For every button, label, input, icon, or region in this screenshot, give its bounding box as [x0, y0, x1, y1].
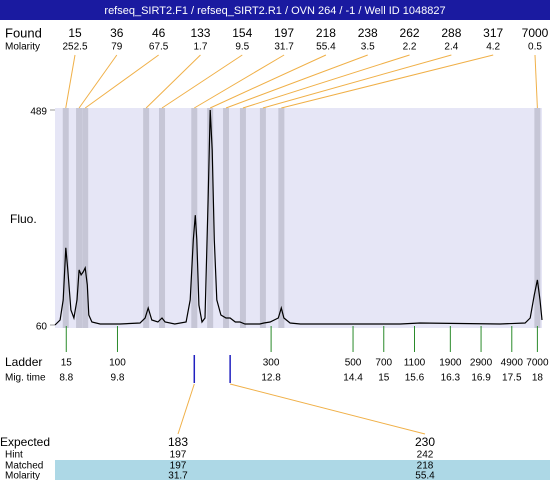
title: refseq_SIRT2.F1 / refseq_SIRT2.R1 / OVN …	[104, 5, 445, 17]
ladder-size: 15	[61, 358, 73, 369]
peak-band	[239, 108, 246, 328]
peak-band	[223, 108, 230, 328]
found-molarity: 3.5	[361, 42, 375, 53]
y-label: Fluo.	[10, 212, 37, 226]
plot-area	[55, 108, 542, 328]
found-molarity: 31.7	[274, 42, 294, 53]
ladder-time: 18	[532, 373, 544, 384]
found-size: 133	[190, 26, 210, 40]
found-size: 317	[483, 26, 503, 40]
found-size: 197	[274, 26, 294, 40]
ladder-time: 17.5	[502, 373, 522, 384]
found-connector	[209, 54, 327, 109]
hint-size: 242	[417, 450, 434, 461]
matched-molarity: 55.4	[415, 471, 435, 480]
expected-size: 183	[168, 435, 188, 449]
found-connector	[262, 54, 452, 109]
matched-label: Matched	[5, 461, 43, 472]
found-size: 15	[68, 26, 82, 40]
found-size: 262	[400, 26, 420, 40]
ladder-time: 15.6	[405, 373, 425, 384]
found-molarity: 2.2	[403, 42, 417, 53]
expected-connector	[177, 383, 195, 435]
found-size: 238	[358, 26, 378, 40]
found-molarity: 0.5	[528, 42, 542, 53]
found-connector	[78, 54, 118, 109]
found-label: Found	[5, 25, 42, 40]
peak-band	[534, 108, 541, 328]
ladder-size: 4900	[501, 358, 524, 369]
y-tick-label: 489	[30, 107, 47, 118]
peak-band	[82, 108, 89, 328]
expected-label: Expected	[0, 435, 50, 449]
found-size: 154	[232, 26, 252, 40]
ladder-time: 15	[378, 373, 390, 384]
found-molarity: 9.5	[235, 42, 249, 53]
peak-band	[259, 108, 266, 328]
peak-band	[207, 108, 214, 328]
peak-band	[191, 108, 198, 328]
peak-band	[76, 108, 83, 328]
matched-rows-bg	[55, 460, 550, 480]
ladder-size: 7000	[526, 358, 549, 369]
found-connector	[65, 54, 76, 109]
peak-band	[143, 108, 150, 328]
found-molarity: 55.4	[316, 42, 336, 53]
found-connector	[84, 54, 159, 109]
expected-connector	[230, 383, 426, 435]
found-size: 288	[441, 26, 461, 40]
ladder-time: 16.9	[471, 373, 491, 384]
ladder-size: 500	[345, 358, 362, 369]
y-tick-label: 60	[36, 322, 48, 333]
found-connector	[534, 54, 538, 109]
found-molarity: 67.5	[149, 42, 169, 53]
mig-time-label: Mig. time	[5, 373, 46, 384]
title-bar	[0, 0, 550, 20]
trace	[54, 109, 543, 326]
found-size: 46	[152, 26, 166, 40]
found-size: 7000	[522, 26, 549, 40]
expected-size: 230	[415, 435, 435, 449]
peak-band	[278, 108, 285, 328]
matched-molarity: 31.7	[168, 471, 188, 480]
found-connector	[242, 54, 410, 109]
found-connector	[161, 54, 243, 109]
found-connector	[145, 54, 201, 109]
found-molarity: 2.4	[444, 42, 458, 53]
found-size: 218	[316, 26, 336, 40]
matched-size: 218	[417, 461, 434, 472]
hint-size: 197	[170, 450, 187, 461]
found-connector	[281, 54, 494, 109]
found-molarity: 252.5	[62, 42, 87, 53]
found-molarity: 1.7	[194, 42, 208, 53]
ladder-time: 8.8	[59, 373, 73, 384]
ladder-size: 100	[109, 358, 126, 369]
ladder-time: 14.4	[343, 373, 363, 384]
ladder-size: 700	[375, 358, 392, 369]
peak-band	[62, 108, 69, 328]
ladder-time: 12.8	[261, 373, 281, 384]
found-molarity: 79	[111, 42, 123, 53]
ladder-size: 1900	[439, 358, 462, 369]
ladder-label: Ladder	[5, 355, 42, 369]
ladder-size: 300	[263, 358, 280, 369]
found-connector	[225, 54, 368, 109]
molarity-label: Molarity	[5, 42, 40, 53]
ladder-size: 1100	[404, 358, 426, 369]
ladder-time: 16.3	[441, 373, 461, 384]
found-size: 36	[110, 26, 124, 40]
peak-band	[159, 108, 166, 328]
hint-label: Hint	[5, 450, 23, 461]
found-connector	[194, 54, 285, 109]
ladder-time: 9.8	[111, 373, 125, 384]
ladder-size: 2900	[470, 358, 493, 369]
molarity-row-label: Molarity	[5, 471, 40, 480]
found-molarity: 4.2	[486, 42, 500, 53]
matched-size: 197	[170, 461, 187, 472]
